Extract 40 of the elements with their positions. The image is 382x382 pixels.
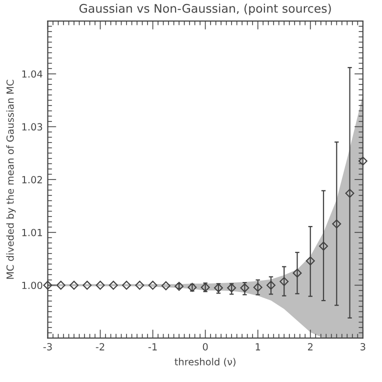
point bbox=[214, 283, 223, 292]
x-tick-label: -3 bbox=[43, 343, 52, 350]
point bbox=[188, 282, 197, 292]
y-tick-label: 1.02 bbox=[22, 176, 42, 184]
point bbox=[135, 280, 144, 290]
x-tick-label: 0 bbox=[202, 343, 208, 350]
x-tick-label: -2 bbox=[96, 343, 104, 350]
x-tick-label: 3 bbox=[360, 343, 366, 350]
point bbox=[332, 219, 342, 228]
y-tick-label: 1.00 bbox=[22, 282, 42, 290]
point bbox=[319, 242, 328, 251]
point bbox=[240, 283, 250, 292]
x-tick-label: -1 bbox=[148, 343, 157, 350]
x-axis-title: threshold (ν) bbox=[174, 358, 236, 367]
point bbox=[345, 188, 354, 198]
x-tick-label: 1 bbox=[256, 343, 260, 350]
point bbox=[122, 280, 132, 290]
chart-title: Gaussian vs Non-Gaussian, (point sources) bbox=[79, 4, 331, 16]
point bbox=[70, 280, 78, 290]
point bbox=[253, 282, 262, 292]
point bbox=[292, 268, 302, 278]
point bbox=[200, 282, 210, 292]
y-tick-label: 1.03 bbox=[22, 123, 42, 131]
point bbox=[82, 280, 92, 290]
y-tick-label: 1.04 bbox=[22, 70, 42, 78]
point bbox=[266, 280, 276, 290]
point bbox=[56, 280, 66, 290]
point bbox=[43, 280, 52, 290]
point bbox=[280, 277, 289, 286]
point bbox=[306, 256, 315, 266]
point bbox=[148, 280, 158, 290]
point bbox=[174, 282, 184, 291]
x-tick-label: 2 bbox=[308, 343, 312, 350]
y-tick-label: 1.01 bbox=[22, 228, 42, 236]
y-axis-title: MC diveded by the mean of Gaussian MC bbox=[6, 80, 16, 279]
point bbox=[96, 280, 105, 290]
point bbox=[358, 156, 368, 166]
point bbox=[227, 283, 236, 292]
point bbox=[161, 281, 170, 290]
point bbox=[108, 280, 118, 290]
